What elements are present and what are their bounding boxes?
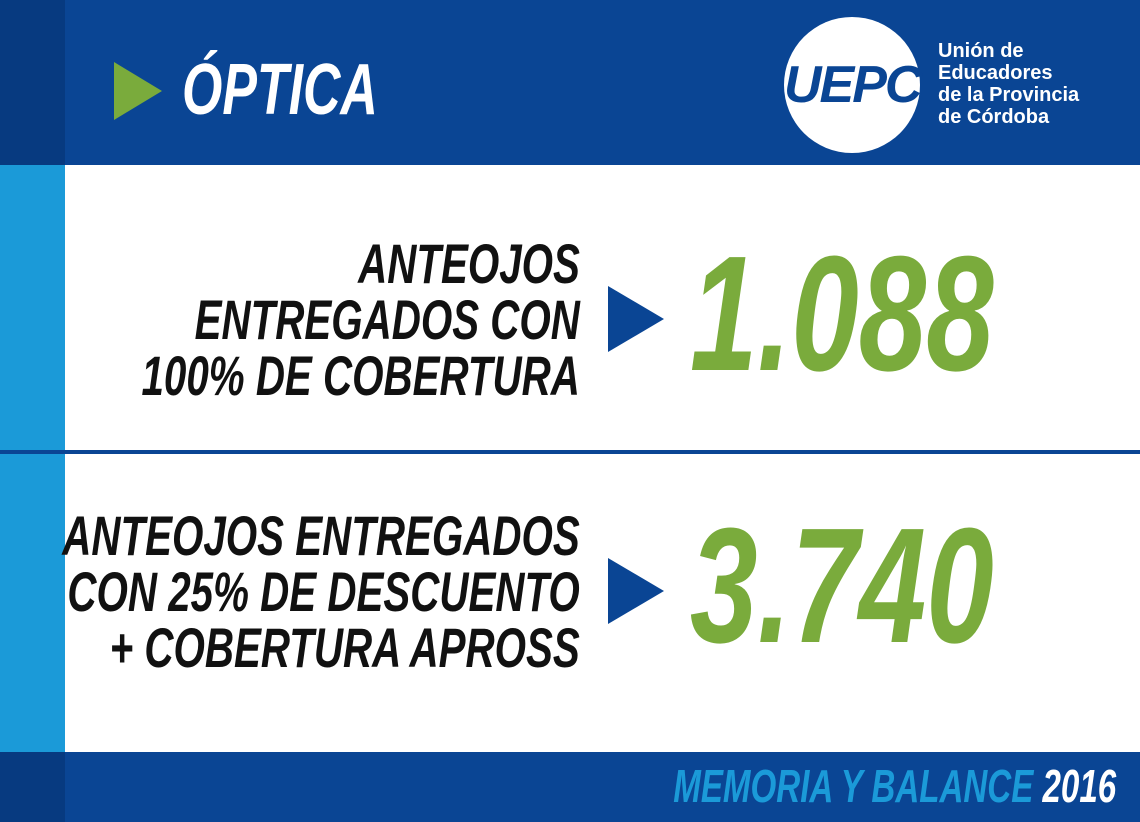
header-corner	[0, 0, 65, 165]
stat-label: ANTEOJOS ENTREGADOS CON 25% DE DESCUENTO +…	[62, 508, 580, 676]
logo-acronym: UEPC	[784, 56, 922, 114]
stat-label-line: + COBERTURA APROSS	[109, 616, 580, 679]
stat-label-line: ENTREGADOS CON	[194, 288, 580, 351]
stat-arrow	[608, 286, 664, 352]
logo-name-line: de la Provincia	[938, 84, 1080, 106]
stat-label: ANTEOJOS ENTREGADOS CON 100% DE COBERTURA	[142, 236, 580, 404]
footer-text: MEMORIA Y BALANCE 2016	[673, 760, 1116, 812]
side-strip	[0, 165, 65, 752]
footer-year: 2016	[1042, 760, 1116, 812]
title-arrow	[114, 62, 162, 120]
stat-label-line: ANTEOJOS	[358, 232, 580, 295]
stat-label-line: 100% DE COBERTURA	[141, 344, 580, 407]
footer-bar	[0, 752, 1140, 822]
logo-name-line: Educadores	[938, 62, 1053, 84]
header-bar	[0, 0, 1140, 165]
logo-circle	[784, 17, 920, 153]
stat-label-line: CON 25% DE DESCUENTO	[67, 560, 581, 623]
divider	[0, 450, 1140, 454]
logo-name-line: de Córdoba	[938, 106, 1050, 128]
footer-label: MEMORIA Y BALANCE	[673, 760, 1034, 812]
logo-name-line: Unión de	[938, 40, 1024, 62]
footer-corner	[0, 752, 65, 822]
stat-value: 3.740	[690, 494, 994, 677]
stat-value: 1.088	[690, 222, 994, 405]
logo-name: Unión de Educadores de la Provincia de Córd…	[938, 40, 1079, 128]
stat-arrow	[608, 558, 664, 624]
title: ÓPTICA	[182, 50, 378, 130]
stat-label-line: ANTEOJOS ENTREGADOS	[62, 504, 580, 567]
